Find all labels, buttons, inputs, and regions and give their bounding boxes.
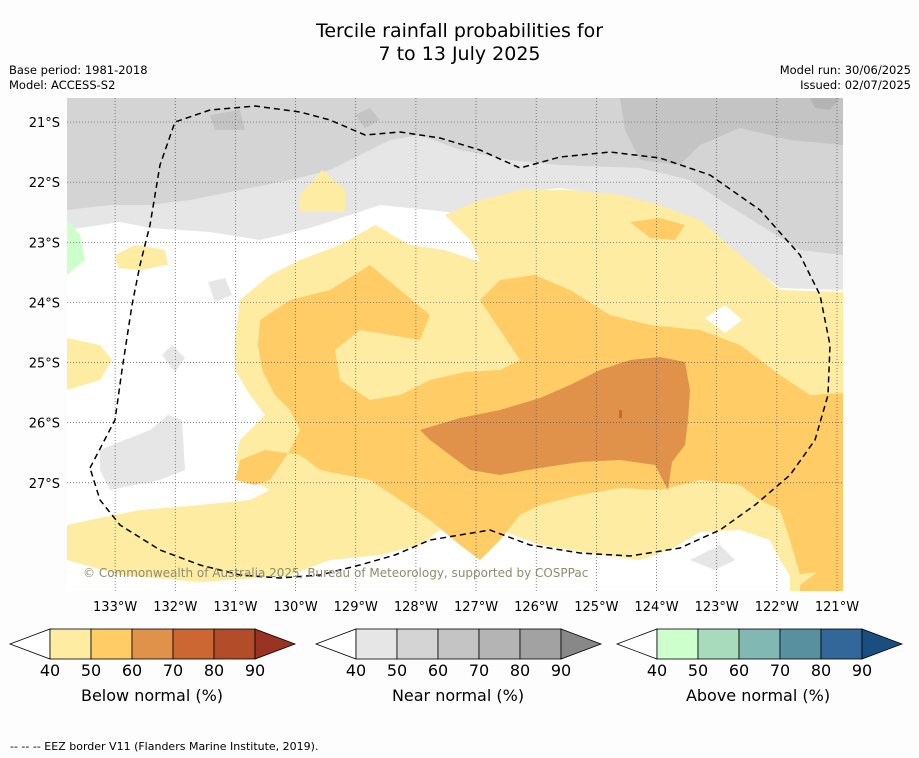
- white-patch-east: [705, 305, 742, 333]
- lon-tick-label: 121°W: [815, 600, 859, 615]
- colorbar-tick-label: 90: [245, 661, 265, 680]
- colorbar-tick-label: 40: [40, 661, 60, 680]
- colorbar-segment: [355, 628, 398, 660]
- colorbar-segment: [738, 628, 781, 660]
- colorbar-segment: [90, 628, 133, 660]
- chart-title-line2: 7 to 13 July 2025: [378, 43, 541, 65]
- colorbar-tick-label: 50: [688, 661, 708, 680]
- near-40-patch-se: [690, 545, 735, 570]
- lat-tick-label: 24°S: [29, 296, 60, 311]
- model-name: Model: ACCESS-S2: [9, 78, 116, 92]
- near-40-patch-small2: [162, 345, 185, 372]
- grid-lines: [67, 98, 843, 591]
- colorbar-label-below: Below normal (%): [80, 686, 224, 705]
- colorbar-tick-label: 70: [770, 661, 790, 680]
- lat-tick-label: 23°S: [29, 236, 60, 251]
- colorbar-label-near: Near normal (%): [391, 686, 525, 705]
- lon-tick-label: 124°W: [634, 600, 678, 615]
- eez-border: [89, 105, 831, 579]
- colorbar-segment: [519, 628, 562, 660]
- near-60-patch2: [355, 108, 380, 128]
- footnote: -- -- -- EEZ border V11 (Flanders Marine…: [10, 740, 319, 753]
- colorbar-tick-label: 40: [346, 661, 366, 680]
- lon-tick-label: 125°W: [574, 600, 618, 615]
- colorbar-segment: [779, 628, 822, 660]
- copyright-text: © Commonwealth of Australia 2025, Bureau…: [83, 566, 588, 580]
- colorbar-extend-high: [861, 628, 904, 660]
- colorbar-tick-label: 50: [81, 661, 101, 680]
- colorbar-near: 40 50 60 70 80 90: [314, 628, 603, 680]
- colorbar-tick-label: 70: [163, 661, 183, 680]
- colorbar-tick-label: 80: [204, 661, 224, 680]
- lon-tick-label: 123°W: [695, 600, 739, 615]
- colorbar-tick-label: 60: [122, 661, 142, 680]
- colorbar-extend-low: [314, 628, 357, 660]
- chart-title-line1: Tercile rainfall probabilities for: [315, 20, 604, 42]
- colorbar-segment: [697, 628, 740, 660]
- colorbar-tick-label: 70: [469, 661, 489, 680]
- colorbar-segment: [656, 628, 699, 660]
- colorbar-tick-label: 60: [428, 661, 448, 680]
- lon-tick-label: 130°W: [274, 600, 318, 615]
- model-run: Model run: 30/06/2025: [779, 63, 911, 77]
- colorbar-segment: [820, 628, 863, 660]
- below-60-region: [420, 357, 690, 490]
- lon-tick-label: 126°W: [514, 600, 558, 615]
- lon-tick-labels: 133°W 132°W 131°W 130°W 129°W 128°W 127°W 126°W…: [93, 600, 859, 615]
- colorbars: 40 50 60 70 80 90 40 50 60 70 80 90 40 50 60 70 80 90: [8, 628, 904, 680]
- lat-tick-labels: 21°S 22°S 23°S 24°S 25°S 26°S 27°S: [29, 116, 60, 492]
- lon-tick-label: 131°W: [213, 600, 257, 615]
- base-period: Base period: 1981-2018: [9, 63, 148, 77]
- issued-date: Issued: 02/07/2025: [800, 78, 911, 92]
- below-50-region: [235, 218, 843, 575]
- near-60-patch: [210, 110, 245, 130]
- lon-tick-label: 132°W: [153, 600, 197, 615]
- above-40-patch: [67, 220, 85, 275]
- colorbar-label-above: Above normal (%): [685, 686, 831, 705]
- colorbar-extend-low: [8, 628, 51, 660]
- colorbar-segment: [49, 628, 92, 660]
- colorbar-tick-label: 50: [387, 661, 407, 680]
- colorbar-segment: [437, 628, 480, 660]
- colorbar-tick-label: 80: [510, 661, 530, 680]
- lat-tick-label: 26°S: [29, 417, 60, 432]
- colorbar-tick-label: 80: [811, 661, 831, 680]
- colorbar-segment: [131, 628, 174, 660]
- colorbar-tick-label: 60: [729, 661, 749, 680]
- colorbar-tick-label: 40: [647, 661, 667, 680]
- lat-tick-label: 21°S: [29, 116, 60, 131]
- colorbar-segment: [172, 628, 215, 660]
- lon-tick-label: 128°W: [394, 600, 438, 615]
- probability-map: [67, 98, 843, 591]
- lon-tick-label: 127°W: [454, 600, 498, 615]
- lon-tick-label: 133°W: [93, 600, 137, 615]
- colorbar-above: 40 50 60 70 80 90: [615, 628, 904, 680]
- below-50-corner: [800, 565, 843, 591]
- colorbar-segment: [396, 628, 439, 660]
- colorbar-extend-low: [615, 628, 658, 660]
- colorbar-extend-high: [254, 628, 297, 660]
- colorbar-tick-label: 90: [551, 661, 571, 680]
- lon-tick-label: 129°W: [334, 600, 378, 615]
- below-80-spot: [619, 410, 622, 418]
- colorbar-segment: [213, 628, 256, 660]
- colorbar-below: 40 50 60 70 80 90: [8, 628, 297, 680]
- lat-tick-label: 22°S: [29, 176, 60, 191]
- lat-tick-label: 25°S: [29, 357, 60, 372]
- colorbar-extend-high: [560, 628, 603, 660]
- colorbar-tick-label: 90: [852, 661, 872, 680]
- near-70-patch: [810, 98, 840, 110]
- near-40-patch-west: [100, 415, 185, 490]
- colorbar-segment: [478, 628, 521, 660]
- lon-tick-label: 122°W: [755, 600, 799, 615]
- lat-tick-label: 27°S: [29, 477, 60, 492]
- near-60-region: [620, 98, 843, 165]
- near-40-patch-small1: [208, 278, 232, 302]
